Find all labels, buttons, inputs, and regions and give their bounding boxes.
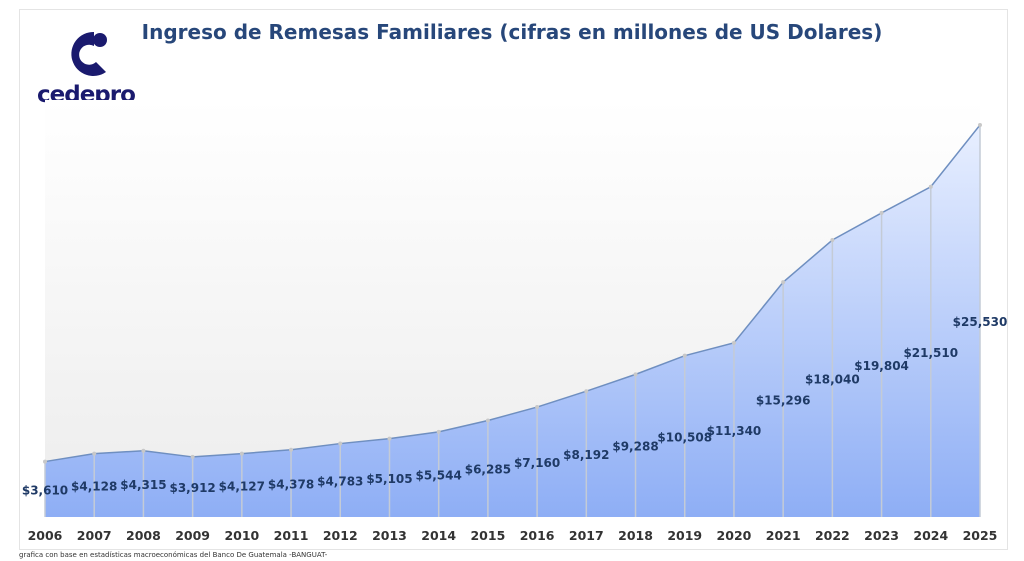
data-point [289, 447, 294, 452]
data-label: $18,040 [805, 373, 860, 387]
data-label: $25,530 [953, 315, 1008, 329]
data-label: $7,160 [514, 456, 560, 470]
data-point [879, 210, 884, 215]
cedepro-logo-icon [71, 31, 107, 76]
area-fill [45, 125, 980, 517]
x-tick-label: 2014 [421, 528, 456, 543]
x-tick-label: 2025 [963, 528, 998, 543]
x-tick-label: 2009 [175, 528, 210, 543]
x-tick-label: 2008 [126, 528, 161, 543]
data-label: $5,544 [416, 468, 462, 482]
data-label: $21,510 [903, 346, 958, 360]
data-point [978, 123, 982, 127]
x-tick-label: 2011 [274, 528, 309, 543]
data-label: $10,508 [657, 430, 712, 444]
data-label: $3,610 [22, 483, 68, 497]
data-label: $6,285 [465, 463, 511, 477]
data-label: $19,804 [854, 359, 909, 373]
data-point [781, 280, 786, 285]
data-point [928, 184, 933, 189]
source-note: grafica con base en estadísticas macroec… [19, 551, 328, 559]
data-point [43, 459, 47, 464]
x-tick-label: 2007 [77, 528, 112, 543]
data-label: $5,105 [366, 472, 412, 486]
x-tick-label: 2017 [569, 528, 604, 543]
data-point [436, 429, 441, 434]
data-label: $8,192 [563, 448, 609, 462]
x-tick-label: 2020 [717, 528, 752, 543]
x-tick-label: 2019 [667, 528, 702, 543]
x-tick-label: 2006 [28, 528, 63, 543]
data-point [141, 448, 146, 453]
x-tick-label: 2016 [520, 528, 555, 543]
x-tick-label: 2012 [323, 528, 358, 543]
data-point [190, 454, 195, 459]
data-point [731, 340, 736, 345]
x-tick-label: 2023 [864, 528, 899, 543]
data-point [682, 353, 687, 358]
x-tick-label: 2015 [470, 528, 505, 543]
data-label: $3,912 [169, 481, 215, 495]
data-point [387, 436, 392, 441]
data-point [584, 389, 589, 394]
data-point [239, 451, 244, 456]
x-tick-label: 2010 [224, 528, 259, 543]
x-tick-label: 2021 [766, 528, 801, 543]
x-tick-label: 2018 [618, 528, 653, 543]
chart-title: Ingreso de Remesas Familiares (cifras en… [141, 20, 883, 44]
series-line [44, 124, 981, 463]
data-label: $4,783 [317, 474, 363, 488]
data-label: $4,378 [268, 477, 314, 491]
x-tick-label: 2024 [913, 528, 948, 543]
data-label: $4,127 [219, 479, 265, 493]
x-tick-label: 2022 [815, 528, 850, 543]
data-point [535, 405, 540, 410]
x-tick-label: 2013 [372, 528, 407, 543]
data-label: $15,296 [756, 394, 811, 408]
data-point [338, 441, 343, 446]
data-point [830, 238, 835, 243]
data-point [633, 372, 638, 377]
data-label: $4,315 [120, 478, 166, 492]
data-point [485, 418, 490, 423]
data-label: $9,288 [612, 440, 658, 454]
data-point [92, 451, 97, 456]
data-label: $11,340 [707, 424, 762, 438]
data-label: $4,128 [71, 479, 117, 493]
